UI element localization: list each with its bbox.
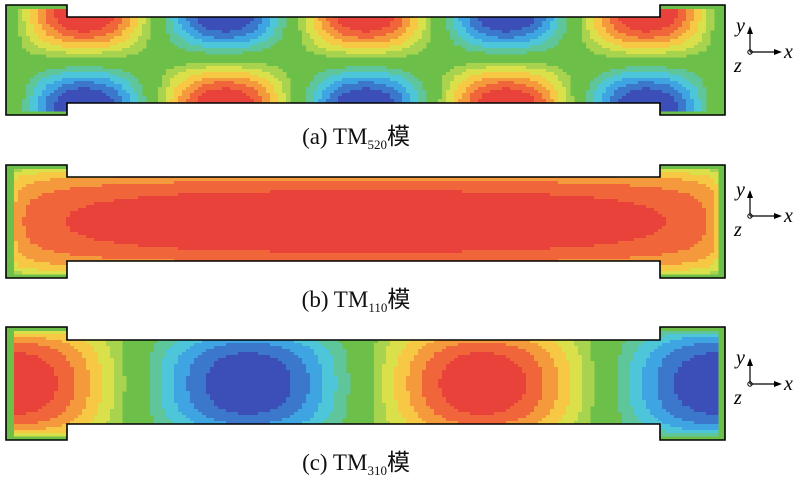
caption-a: (a) TM520模 bbox=[0, 124, 712, 158]
field-contours bbox=[6, 5, 725, 115]
caption-c-prefix: (c) TM bbox=[302, 450, 367, 475]
caption-c-suffix: 模 bbox=[387, 450, 410, 475]
caption-a-sub: 520 bbox=[367, 137, 387, 152]
axis-label-y: y bbox=[734, 347, 745, 369]
axis-triad-svg: yz x bbox=[728, 346, 798, 406]
caption-b-sub: 110 bbox=[368, 300, 387, 315]
caption-c: (c) TM310模 bbox=[0, 450, 712, 484]
field-contours bbox=[6, 327, 725, 440]
axis-label-y: y bbox=[734, 15, 745, 37]
caption-a-suffix: 模 bbox=[387, 124, 410, 149]
axis-triad-svg: yz x bbox=[728, 14, 798, 74]
caption-b-suffix: 模 bbox=[387, 287, 410, 312]
caption-b: (b) TM110模 bbox=[0, 287, 712, 321]
axis-label-y: y bbox=[734, 179, 745, 201]
axis-triad-svg: yz x bbox=[728, 178, 798, 238]
axis-label-z: z bbox=[733, 219, 742, 238]
field-plot-a bbox=[0, 0, 800, 125]
axis-label-x: x bbox=[783, 205, 793, 227]
field-plot-b bbox=[0, 160, 800, 285]
axis-label-z: z bbox=[733, 55, 742, 74]
axis-label-z: z bbox=[733, 387, 742, 406]
caption-c-sub: 310 bbox=[367, 463, 387, 478]
axis-label-x: x bbox=[783, 41, 793, 63]
field-plot-c bbox=[0, 322, 800, 447]
caption-b-prefix: (b) TM bbox=[302, 287, 369, 312]
caption-a-prefix: (a) TM bbox=[302, 124, 367, 149]
axis-label-x: x bbox=[783, 373, 793, 395]
